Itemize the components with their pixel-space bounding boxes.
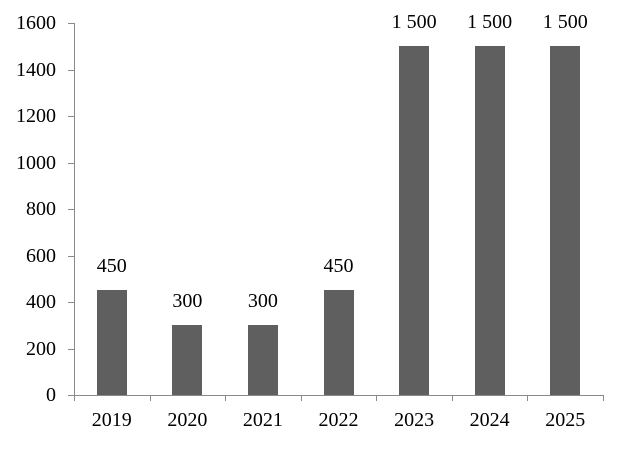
y-tick	[68, 395, 74, 396]
bar-value-label: 1 500	[542, 11, 588, 34]
y-tick	[68, 116, 74, 117]
y-axis-label: 400	[26, 291, 56, 313]
y-axis-label: 600	[26, 244, 56, 267]
x-axis-label: 2019	[91, 409, 132, 431]
y-tick	[68, 209, 74, 210]
x-tick	[225, 396, 227, 401]
bar	[399, 46, 430, 395]
bar-value-label: 300	[172, 290, 203, 313]
x-axis-label: 2023	[394, 409, 435, 431]
x-tick	[527, 396, 529, 401]
y-axis-label: 0	[46, 384, 56, 406]
y-tick	[68, 162, 74, 164]
y-axis-line	[74, 23, 75, 396]
x-axis-label: 2021	[242, 409, 283, 431]
y-tick	[68, 69, 74, 71]
y-tick	[68, 302, 74, 303]
x-tick	[376, 396, 378, 401]
y-axis-label: 1200	[16, 105, 56, 127]
x-tick	[603, 396, 604, 401]
bar-value-label: 450	[323, 255, 354, 278]
y-axis-label: 1000	[16, 151, 56, 174]
bar	[96, 290, 127, 395]
y-tick	[68, 348, 74, 350]
x-tick	[300, 396, 302, 401]
y-axis-label: 800	[26, 198, 56, 220]
bar-value-label: 450	[96, 255, 127, 278]
x-axis-label: 2024	[469, 409, 510, 431]
bar	[550, 46, 581, 395]
x-axis-label: 2020	[167, 409, 208, 431]
bar-value-label: 1 500	[391, 11, 437, 34]
bar	[172, 325, 203, 395]
y-axis-label: 1600	[16, 12, 56, 34]
x-tick	[149, 396, 151, 401]
y-axis-label: 1400	[16, 58, 56, 81]
bar	[323, 290, 354, 395]
bar	[247, 325, 278, 395]
x-axis-label: 2022	[318, 409, 359, 431]
y-tick	[68, 255, 74, 257]
x-axis-line	[74, 395, 604, 396]
bar	[474, 46, 505, 395]
x-tick	[74, 396, 75, 401]
y-axis-label: 200	[26, 337, 56, 360]
x-axis-label: 2025	[545, 409, 586, 431]
bar-value-label: 300	[247, 290, 278, 313]
x-tick	[451, 396, 453, 401]
y-tick	[68, 23, 74, 24]
bar-value-label: 1 500	[467, 11, 513, 34]
